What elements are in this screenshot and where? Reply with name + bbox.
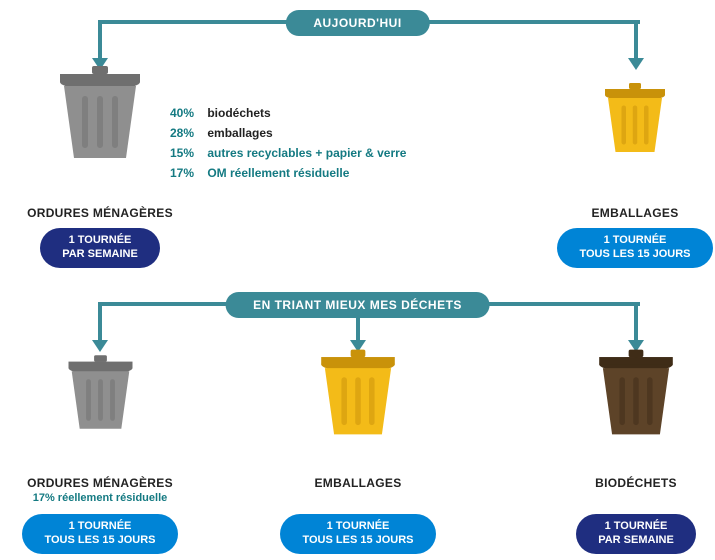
bin-ordures-icon	[40, 62, 160, 167]
frequency-pill: 1 TOURNÉE TOUS LES 15 JOURS	[22, 514, 177, 554]
stat-pct: 15%	[170, 146, 204, 160]
stat-pct: 17%	[170, 166, 204, 180]
frequency-pill: 1 TOURNÉE PAR SEMAINE	[576, 514, 696, 554]
frequency-pill: 1 TOURNÉE PAR SEMAINE	[40, 228, 160, 268]
banner-today: AUJOURD'HUI	[285, 10, 429, 36]
flow-arrow-icon	[628, 58, 644, 70]
bin-label: EMBALLAGES	[268, 476, 448, 490]
bin-emballages-icon	[590, 80, 680, 160]
stat-row: 17% OM réellement résiduelle	[170, 166, 406, 180]
stat-row: 40% biodéchets	[170, 106, 406, 120]
stat-label: OM réellement résiduelle	[207, 166, 349, 180]
bin-sublabel: 17% réellement résiduelle	[10, 492, 190, 504]
stat-label: biodéchets	[207, 106, 270, 120]
stat-pct: 40%	[170, 106, 204, 120]
flow-arrow-icon	[92, 340, 108, 352]
bin-label: BIODÉCHETS	[546, 476, 715, 490]
frequency-pill: 1 TOURNÉE TOUS LES 15 JOURS	[280, 514, 435, 554]
stat-row: 15% autres recyclables + papier & verre	[170, 146, 406, 160]
frequency-pill: 1 TOURNÉE TOUS LES 15 JOURS	[557, 228, 712, 268]
stat-label: autres recyclables + papier & verre	[207, 146, 406, 160]
bin-grey-icon	[53, 352, 148, 437]
stat-pct: 28%	[170, 126, 204, 140]
bin-label: ORDURES MÉNAGÈRES	[10, 476, 190, 490]
bin-ordures-label: ORDURES MÉNAGÈRES	[20, 206, 180, 220]
stat-row: 28% emballages	[170, 126, 406, 140]
banner-better-sorting: EN TRIANT MIEUX MES DÉCHETS	[225, 292, 490, 318]
stat-label: emballages	[207, 126, 272, 140]
bin-brown-icon	[581, 346, 691, 443]
bin-emballages-label: EMBALLAGES	[560, 206, 710, 220]
bin-yellow-icon	[303, 346, 413, 443]
composition-stats: 40% biodéchets28% emballages15% autres r…	[170, 106, 406, 186]
